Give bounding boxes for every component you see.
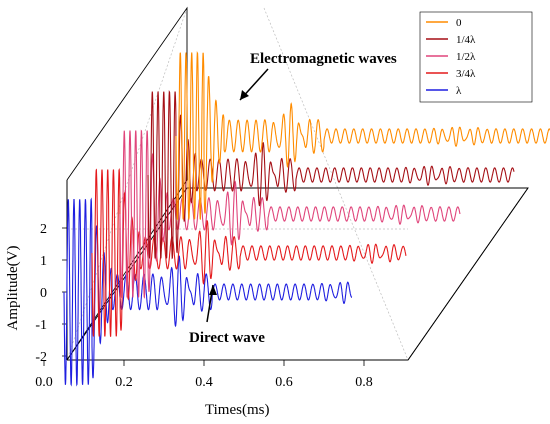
annotation-arrowhead (240, 90, 249, 100)
legend-label: λ (456, 85, 462, 97)
x-tick-label: 0.4 (195, 375, 213, 390)
floor-grid-line (66, 7, 188, 361)
legend-label: 3/4λ (456, 68, 476, 80)
y-tick-label: -1 (35, 318, 47, 333)
annotation-direct: Direct wave (189, 284, 265, 346)
series-line-2 (119, 129, 461, 299)
y-tick-label: 2 (40, 222, 47, 237)
x-axis-label: Times(ms) (205, 402, 269, 418)
legend: 0 1/4λ 1/2λ 3/4λ λ (419, 11, 533, 103)
annotation-arrowhead (209, 285, 217, 295)
legend-box (419, 11, 533, 103)
x-tick-label: 0.8 (355, 375, 373, 390)
legend-label: 1/4λ (456, 34, 476, 46)
floor-grid-line (263, 7, 409, 361)
annotation-em: Electromagnetic waves (239, 51, 397, 101)
y-tick-label: -2 (35, 350, 47, 365)
legend-label: 0 (456, 17, 462, 29)
annotation-text: Direct wave (189, 330, 265, 346)
y-axis-label: Amplitude(V) (5, 246, 21, 331)
annotation-text: Electromagnetic waves (250, 51, 397, 67)
series-line-0 (175, 51, 550, 221)
series-line-3 (91, 168, 407, 338)
frame-floor-right (407, 187, 529, 361)
y-tick-label: 1 (40, 254, 47, 269)
series-layer (63, 51, 550, 387)
x-tick-label: 0.6 (275, 375, 293, 390)
x-tick-label: 0.0 (35, 375, 53, 390)
y-tick-label: 0 (40, 286, 47, 301)
series-line-1 (147, 89, 515, 260)
x-tick-label: 0.2 (115, 375, 133, 390)
legend-label: 1/2λ (456, 51, 476, 63)
